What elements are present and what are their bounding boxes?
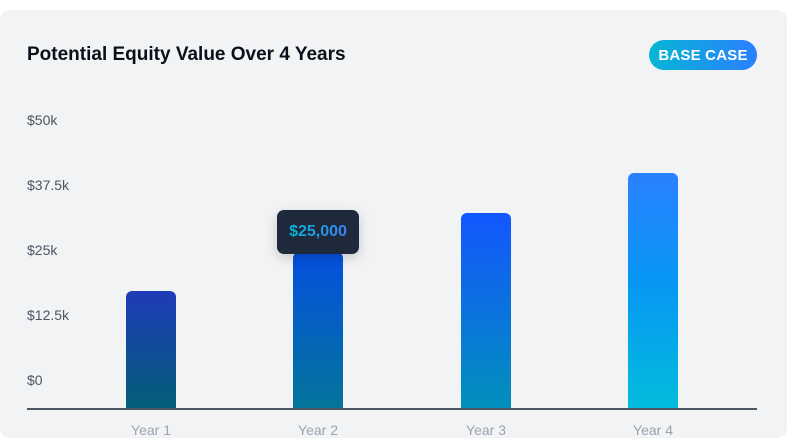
y-tick-label: $0 bbox=[27, 372, 43, 388]
bar-year-1[interactable] bbox=[126, 291, 176, 409]
scenario-badge[interactable]: BASE CASE bbox=[649, 40, 757, 70]
x-axis-line bbox=[27, 408, 757, 410]
x-tick-label: Year 1 bbox=[131, 422, 171, 438]
bar-year-3[interactable] bbox=[461, 213, 511, 409]
y-tick-label: $37.5k bbox=[27, 177, 70, 193]
x-tick-label: Year 4 bbox=[633, 422, 673, 438]
tooltip-value: $25,000 bbox=[289, 223, 347, 240]
value-tooltip: $25,000 bbox=[277, 210, 359, 254]
y-tick-label: $25k bbox=[27, 242, 58, 258]
y-tick-label: $12.5k bbox=[27, 307, 70, 323]
chart-title: Potential Equity Value Over 4 Years bbox=[27, 44, 346, 65]
chart-card: Potential Equity Value Over 4 Years BASE… bbox=[0, 10, 787, 438]
x-tick-label: Year 2 bbox=[298, 422, 338, 438]
bar-year-4[interactable] bbox=[628, 173, 678, 409]
x-tick-label: Year 3 bbox=[466, 422, 506, 438]
bar-year-2[interactable] bbox=[293, 252, 343, 409]
y-tick-label: $50k bbox=[27, 112, 58, 128]
